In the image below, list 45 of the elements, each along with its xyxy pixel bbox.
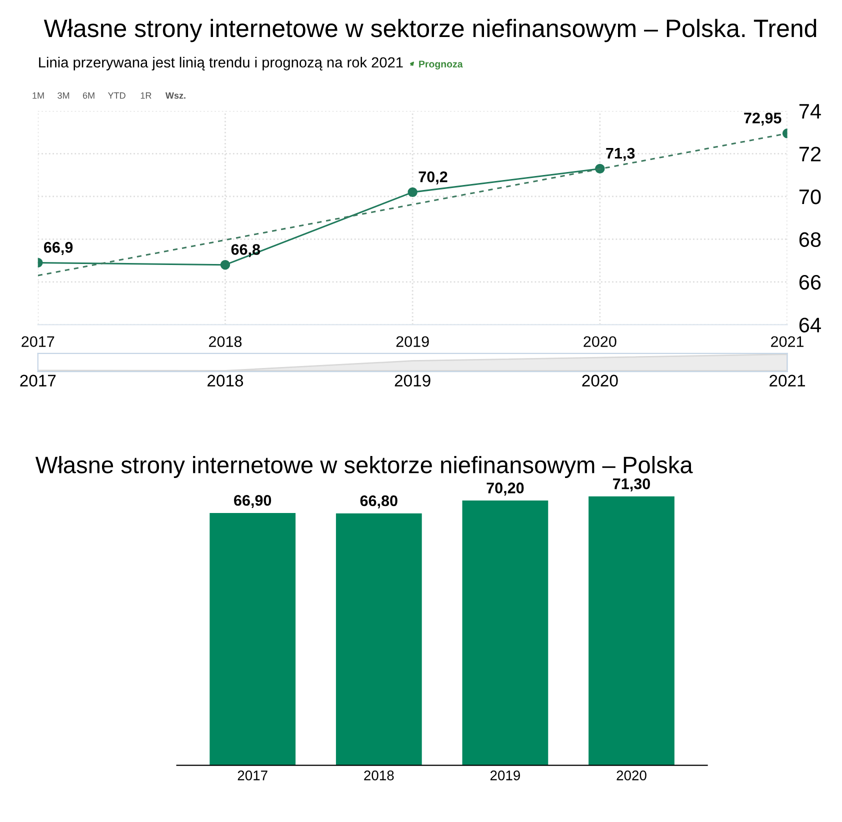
text: Prognoza: [419, 60, 463, 70]
data-label: 72,95: [744, 112, 782, 126]
y-tick-label: 68: [799, 232, 821, 247]
data-label: 71,3: [606, 148, 635, 161]
text: YTD: [108, 92, 126, 99]
bar: [588, 496, 674, 766]
text: 6M: [82, 92, 94, 99]
x-tick-label: 2017: [238, 770, 268, 780]
text: 1M: [32, 92, 44, 99]
y-tick-label: 74: [799, 104, 821, 119]
text: Wsz.: [165, 92, 186, 99]
text: 3M: [58, 92, 70, 99]
point: [220, 260, 230, 270]
data-label: 66,80: [360, 495, 398, 508]
x-tick-label: 2019: [490, 770, 520, 780]
chart-title: Własne strony internetowe w sektorze niefinansowym – Polska: [35, 456, 693, 478]
data-label: 66,8: [231, 244, 260, 258]
y-tick-label: 66: [799, 274, 821, 290]
data-label: 70,2: [418, 171, 448, 184]
x-tick-label: 2017: [22, 336, 54, 348]
y-tick-label: 64: [799, 318, 821, 332]
data-label: 66,90: [234, 494, 272, 508]
y-tick-label: 70: [799, 189, 821, 204]
chart-title: Własne strony internetowe w sektorze niefinansowym – Polska. Trend: [44, 18, 816, 42]
x-tick-label: 2018: [209, 336, 242, 348]
x-tick-label: 2019: [394, 374, 430, 387]
x-tick-label: 2020: [616, 770, 646, 780]
bar: [462, 500, 548, 766]
x-tick-label: 2018: [364, 770, 394, 780]
x-tick-label: 2020: [584, 336, 616, 348]
bar: [336, 513, 422, 766]
bar: [210, 512, 296, 766]
x-tick-label: 2017: [20, 374, 56, 387]
data-label: 66,9: [44, 242, 73, 255]
data-label: 71,30: [613, 478, 650, 492]
y-tick-label: 72: [799, 146, 821, 162]
x-tick-label: 2019: [396, 336, 429, 348]
point: [408, 187, 418, 198]
data-label: 70,20: [486, 482, 524, 496]
chart-subtitle: Linia przerywana jest linią trendu i prognozą na rok 2021: [39, 56, 403, 70]
x-tick-label: 2018: [208, 374, 244, 387]
text: 1R: [140, 92, 152, 99]
x-tick-label: 2021: [771, 336, 804, 348]
x-tick-label: 2021: [770, 374, 805, 387]
x-tick-label: 2020: [582, 374, 618, 387]
